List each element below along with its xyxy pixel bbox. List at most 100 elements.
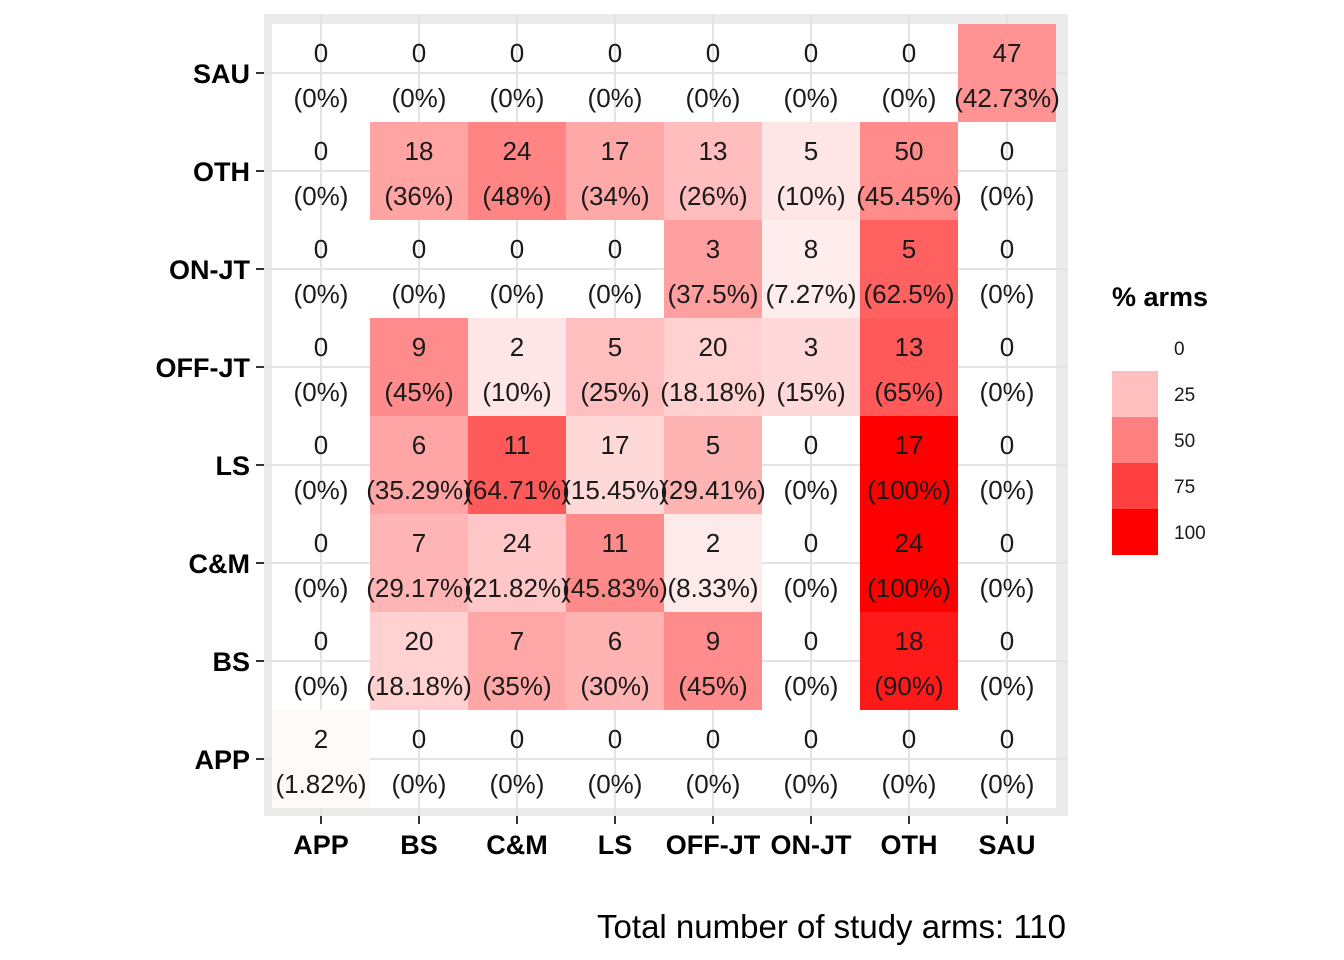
cell-percent-label: (26%) — [678, 181, 747, 211]
heatmap-cell — [664, 612, 762, 710]
cell-count-label: 50 — [895, 136, 924, 166]
heatmap-cell — [860, 318, 958, 416]
x-axis: APP BS C&M LS OFF-JT ON-JT OTH SAU — [293, 816, 1036, 860]
cell-percent-label: (0%) — [980, 279, 1035, 309]
color-legend: % arms 0 25 50 75 100 — [1112, 282, 1208, 555]
cell-percent-label: (62.5%) — [863, 279, 954, 309]
cell-percent-label: (25%) — [580, 377, 649, 407]
heatmap-cell — [566, 416, 664, 514]
cell-percent-label: (0%) — [294, 671, 349, 701]
cell-count-label: 7 — [510, 626, 524, 656]
heatmap-cell — [762, 122, 860, 220]
cell-percent-label: (0%) — [784, 573, 839, 603]
cell-percent-label: (0%) — [784, 475, 839, 505]
cell-percent-label: (45.83%) — [562, 573, 668, 603]
x-tick-label: OFF-JT — [666, 830, 761, 860]
cell-count-label: 9 — [706, 626, 720, 656]
heatmap-cell — [860, 612, 958, 710]
cell-percent-label: (0%) — [588, 83, 643, 113]
cell-count-label: 0 — [1000, 136, 1014, 166]
cell-count-label: 7 — [412, 528, 426, 558]
heatmap-cell — [370, 514, 468, 612]
heatmap-cell — [860, 416, 958, 514]
cell-percent-label: (0%) — [882, 83, 937, 113]
cell-count-label: 0 — [804, 528, 818, 558]
cell-percent-label: (0%) — [980, 475, 1035, 505]
cell-count-label: 13 — [699, 136, 728, 166]
cell-count-label: 2 — [314, 724, 328, 754]
cell-percent-label: (45%) — [384, 377, 453, 407]
heatmap-cell — [860, 514, 958, 612]
cell-count-label: 0 — [314, 528, 328, 558]
cell-count-label: 24 — [503, 528, 532, 558]
heatmap-cell — [566, 122, 664, 220]
cell-percent-label: (0%) — [588, 769, 643, 799]
heatmap-cell — [468, 514, 566, 612]
heatmap-cell — [860, 122, 958, 220]
heatmap-cell — [468, 122, 566, 220]
cell-count-label: 18 — [895, 626, 924, 656]
cell-count-label: 17 — [895, 430, 924, 460]
cell-count-label: 13 — [895, 332, 924, 362]
x-tick-label: OTH — [881, 830, 938, 860]
cell-count-label: 3 — [706, 234, 720, 264]
legend-key — [1112, 509, 1158, 555]
heatmap-cell — [958, 24, 1056, 122]
cell-percent-label: (64.71%) — [464, 475, 570, 505]
cell-percent-label: (29.17%) — [366, 573, 472, 603]
cell-count-label: 5 — [804, 136, 818, 166]
cell-count-label: 0 — [510, 38, 524, 68]
y-tick-label: OFF-JT — [156, 353, 251, 383]
heatmap-cell — [370, 122, 468, 220]
cell-percent-label: (29.41%) — [660, 475, 766, 505]
x-tick-label: SAU — [978, 830, 1035, 860]
cell-percent-label: (0%) — [882, 769, 937, 799]
y-tick-label: LS — [215, 451, 250, 481]
legend-key — [1112, 371, 1158, 417]
cell-percent-label: (35%) — [482, 671, 551, 701]
cell-percent-label: (30%) — [580, 671, 649, 701]
cell-percent-label: (100%) — [867, 573, 951, 603]
legend-key — [1112, 417, 1158, 463]
cell-percent-label: (10%) — [482, 377, 551, 407]
cell-percent-label: (0%) — [294, 83, 349, 113]
cell-percent-label: (100%) — [867, 475, 951, 505]
heatmap-cell — [272, 710, 370, 808]
heatmap-cell — [566, 318, 664, 416]
cell-labels: 0 (0%) 0 (0%) 0 (0%) 0 (0%) 0 (0%) 0 (0%) 0 (0%) 47 (42… — [275, 38, 1059, 799]
cell-percent-label: (0%) — [784, 671, 839, 701]
legend-label: 50 — [1174, 431, 1195, 452]
cell-percent-label: (0%) — [294, 573, 349, 603]
y-tick-label: OTH — [193, 157, 250, 187]
cell-percent-label: (15.45%) — [562, 475, 668, 505]
legend-key — [1112, 463, 1158, 509]
cell-count-label: 24 — [503, 136, 532, 166]
cell-count-label: 20 — [699, 332, 728, 362]
cell-count-label: 0 — [608, 38, 622, 68]
cell-count-label: 0 — [902, 724, 916, 754]
y-tick-label: SAU — [193, 59, 250, 89]
cell-percent-label: (48%) — [482, 181, 551, 211]
cell-count-label: 47 — [993, 38, 1022, 68]
cell-count-label: 0 — [804, 724, 818, 754]
x-tick-label: LS — [598, 830, 633, 860]
heatmap-cells — [272, 24, 1056, 808]
cell-percent-label: (18.18%) — [366, 671, 472, 701]
cell-percent-label: (35.29%) — [366, 475, 472, 505]
cell-count-label: 0 — [1000, 528, 1014, 558]
heatmap-cell — [664, 514, 762, 612]
cell-count-label: 20 — [405, 626, 434, 656]
cell-percent-label: (0%) — [294, 377, 349, 407]
cell-count-label: 0 — [412, 234, 426, 264]
legend-label: 25 — [1174, 385, 1195, 406]
cell-count-label: 0 — [608, 234, 622, 264]
y-tick-label: ON-JT — [169, 255, 251, 285]
cell-count-label: 2 — [706, 528, 720, 558]
heatmap-cell — [664, 122, 762, 220]
cell-percent-label: (0%) — [784, 83, 839, 113]
cell-count-label: 2 — [510, 332, 524, 362]
cell-percent-label: (0%) — [294, 475, 349, 505]
cell-percent-label: (0%) — [980, 769, 1035, 799]
cell-percent-label: (0%) — [980, 181, 1035, 211]
